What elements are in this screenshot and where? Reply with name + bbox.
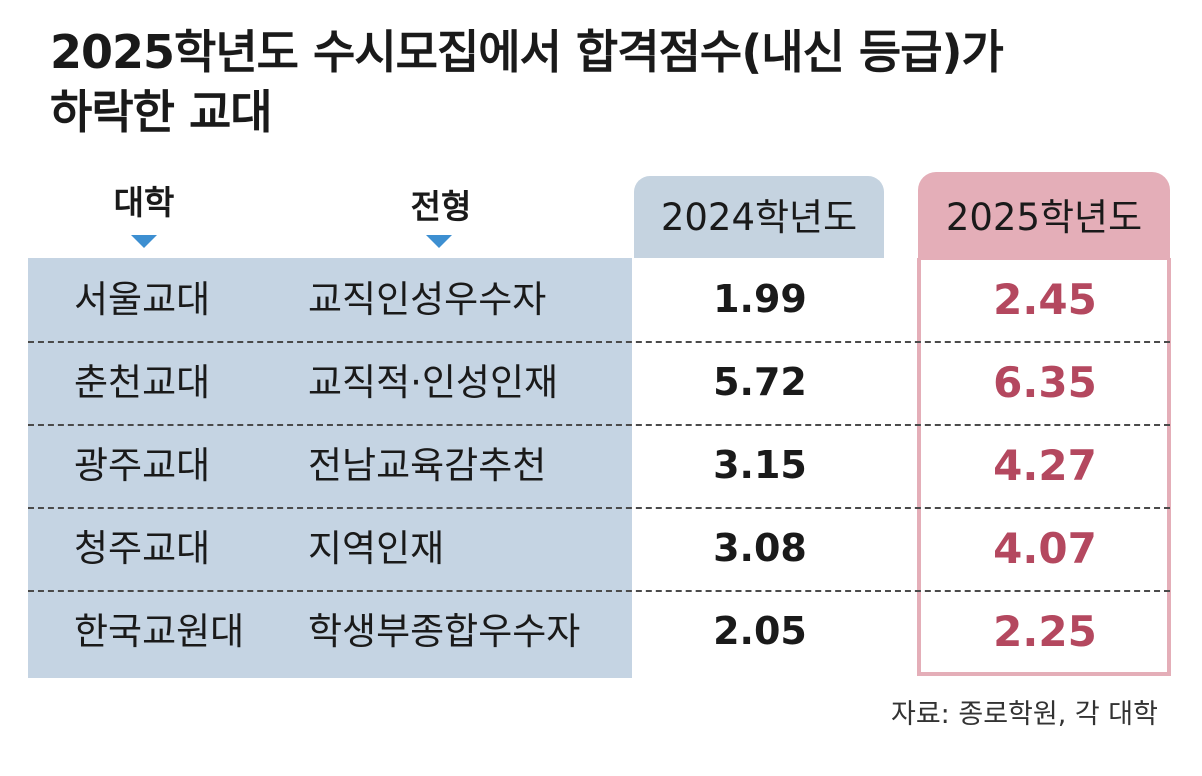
highlight-frame-2025: [917, 258, 1171, 676]
column-header-type: 전형: [410, 187, 472, 226]
table-cell-2025: 6.35: [993, 358, 1097, 407]
table-cell-2025: 2.25: [993, 607, 1097, 656]
left-panel-background: [28, 258, 632, 678]
table-cell-type: 교직인성우수자: [308, 278, 547, 321]
table-cell-univ: 청주교대: [74, 527, 211, 570]
table-cell-2025: 2.45: [993, 275, 1097, 324]
down-arrow-icon: [426, 235, 452, 248]
table-cell-2025: 4.07: [993, 524, 1097, 573]
source-note: 자료: 종로학원, 각 대학: [891, 699, 1158, 730]
table-cell-type: 전남교육감추천: [308, 444, 547, 487]
table-cell-univ: 한국교원대: [74, 610, 245, 653]
row-divider: [28, 507, 1170, 509]
table-cell-univ: 춘천교대: [74, 361, 211, 404]
column-header-2024: 2024학년도: [634, 176, 884, 258]
table-cell-type: 학생부종합우수자: [308, 610, 581, 653]
table-cell-2024: 2.05: [713, 609, 807, 653]
row-divider: [28, 590, 1170, 592]
chart-title: 2025학년도 수시모집에서 합격점수(내신 등급)가 하락한 교대: [50, 22, 1170, 142]
column-header-2025: 2025학년도: [918, 172, 1170, 260]
table-cell-2024: 1.99: [713, 277, 807, 321]
table-cell-univ: 서울교대: [74, 278, 211, 321]
down-arrow-icon: [131, 235, 157, 248]
title-line-2: 하락한 교대: [50, 85, 273, 139]
table-cell-univ: 광주교대: [74, 444, 211, 487]
table-cell-2025: 4.27: [993, 441, 1097, 490]
title-line-1: 2025학년도 수시모집에서 합격점수(내신 등급)가: [50, 25, 1004, 79]
table-cell-2024: 3.08: [713, 526, 807, 570]
table-cell-2024: 3.15: [713, 443, 807, 487]
table-cell-2024: 5.72: [713, 360, 807, 404]
row-divider: [28, 341, 1170, 343]
table-cell-type: 교직적·인성인재: [308, 361, 559, 404]
table-cell-type: 지역인재: [308, 527, 445, 570]
row-divider: [28, 424, 1170, 426]
column-header-univ: 대학: [113, 183, 175, 222]
